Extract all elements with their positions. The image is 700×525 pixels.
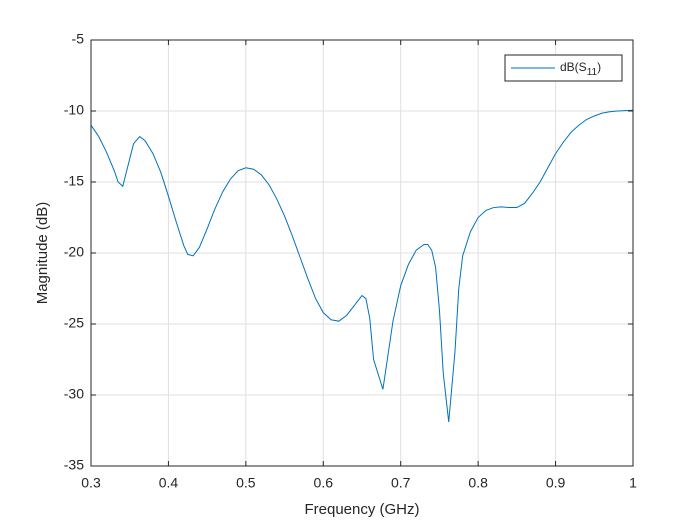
text-run: ): [597, 60, 601, 74]
x-tick-label: 0.9: [546, 475, 566, 491]
subscript: 11: [587, 67, 598, 78]
y-tick-label: -10: [64, 102, 84, 118]
y-tick-label: -35: [64, 457, 84, 473]
y-tick-label: -30: [64, 386, 84, 402]
x-tick-label: 0.7: [391, 475, 411, 491]
x-tick-label: 0.3: [81, 475, 101, 491]
y-tick-label: -20: [64, 244, 84, 260]
y-tick-label: -5: [72, 31, 85, 47]
y-tick-label: -15: [64, 173, 84, 189]
x-tick-label: 0.4: [159, 475, 179, 491]
lines: [90, 109, 634, 423]
x-tick-label: 1: [629, 475, 637, 491]
legend-label: dB(S11): [560, 60, 601, 77]
x-tick-label: 0.8: [468, 475, 488, 491]
y-tick-label: -25: [64, 315, 84, 331]
x-tick-label: 0.5: [236, 475, 256, 491]
legend: dB(S11): [504, 54, 623, 82]
x-tick-label: 0.6: [314, 475, 334, 491]
y-axis-label: Magnitude (dB): [34, 202, 51, 305]
x-axis-label: Frequency (GHz): [304, 501, 419, 518]
series-line: [90, 109, 634, 423]
text-run: dB(S: [560, 60, 587, 74]
